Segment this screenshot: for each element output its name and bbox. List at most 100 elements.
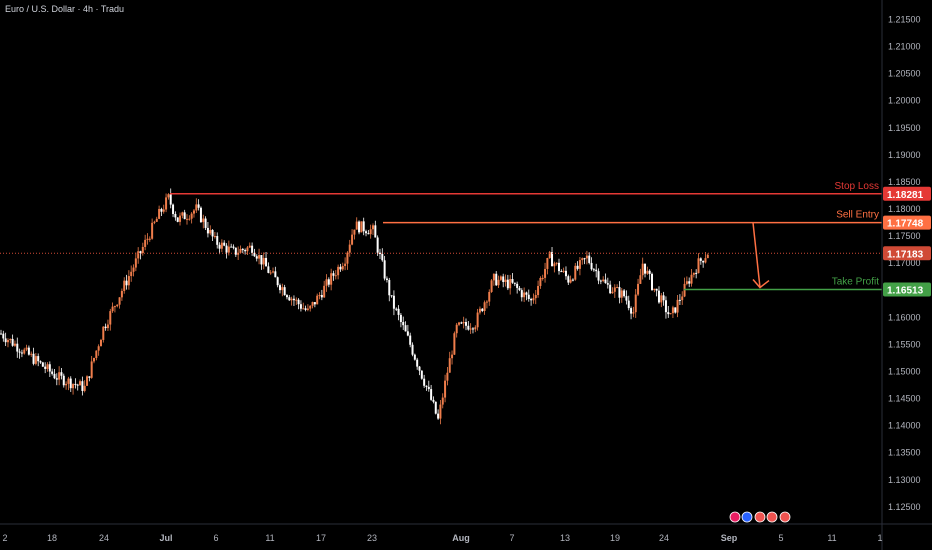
price-tick-label: 1.17000	[888, 258, 921, 268]
candle-body	[16, 343, 19, 352]
candle-body	[534, 295, 537, 299]
candle-body	[276, 277, 279, 286]
time-tick-label: 2	[2, 533, 7, 543]
candle-body	[320, 295, 323, 298]
candle-body	[179, 215, 182, 222]
candle-body	[218, 244, 221, 249]
candle-body	[430, 389, 433, 400]
us-flag-icon[interactable]	[754, 511, 766, 523]
candle-body	[285, 295, 288, 298]
price-tick-label: 1.15000	[888, 366, 921, 376]
candle-body	[102, 326, 105, 340]
candle-body	[655, 288, 658, 291]
candle-body	[388, 279, 391, 296]
candle-body	[383, 260, 386, 279]
candle-body	[272, 271, 275, 273]
candle-body	[76, 384, 79, 386]
candle-body	[681, 296, 684, 301]
candle-body	[348, 244, 351, 253]
candle-body	[169, 194, 172, 205]
time-axis[interactable]: 2 18 24 Jul 6 11 17 23 Aug 7 13 19 24 Sep 5 11 1	[0, 523, 932, 543]
candle-body	[411, 344, 414, 355]
candle-body	[232, 246, 235, 248]
candle-body	[327, 279, 330, 285]
candle-body	[560, 271, 563, 273]
time-tick-label: Aug	[452, 533, 470, 543]
candle-body	[399, 314, 402, 323]
candle-body	[120, 290, 123, 298]
candle-body	[58, 372, 61, 380]
candle-body	[260, 255, 263, 265]
time-tick-label: 5	[778, 533, 783, 543]
candle-body	[516, 283, 519, 288]
candle-body	[690, 274, 693, 284]
candle-body	[458, 322, 461, 325]
price-axis[interactable]: 1.21500 1.21000 1.20500 1.20000 1.19500 1.190…	[881, 0, 921, 550]
time-tick-label: 13	[560, 533, 570, 543]
candle-body	[467, 325, 470, 330]
candle-body	[288, 297, 291, 301]
candle-body	[425, 385, 428, 387]
candle-body	[509, 279, 512, 289]
candle-body	[646, 270, 649, 274]
candle-body	[578, 260, 581, 269]
candle-body	[485, 301, 488, 303]
candle-body	[446, 372, 449, 381]
candle-body	[471, 328, 474, 330]
projection-arrow-head	[752, 279, 770, 289]
candle-body	[488, 291, 491, 302]
us-flag-icon[interactable]	[766, 511, 778, 523]
candle-body	[504, 279, 507, 283]
level-label-sell-entry: Sell Entry	[836, 210, 879, 221]
candle-body	[123, 280, 126, 291]
candle-body	[209, 229, 212, 234]
time-tick-label: 24	[99, 533, 109, 543]
us-flag-icon[interactable]	[779, 511, 791, 523]
candle-body	[192, 210, 195, 214]
candle-body	[20, 352, 23, 354]
candle-body	[392, 295, 395, 309]
candle-body	[483, 302, 486, 311]
candle-body	[330, 273, 333, 285]
candle-body	[132, 267, 135, 272]
candle-body	[606, 283, 609, 285]
price-tick-label: 1.13500	[888, 448, 921, 458]
candle-body	[237, 252, 240, 255]
price-tick-label: 1.15500	[888, 339, 921, 349]
lightning-icon[interactable]	[729, 511, 741, 523]
price-tick-label: 1.14500	[888, 394, 921, 404]
candle-body	[420, 370, 423, 379]
candle-body	[246, 247, 249, 252]
candle-body	[341, 266, 344, 270]
economic-event-icon[interactable]	[741, 511, 753, 523]
levels-layer: Stop Loss Sell Entry Take Profit	[0, 181, 882, 291]
candle-body	[130, 271, 133, 277]
candle-body	[513, 282, 516, 284]
candle-body	[74, 383, 77, 385]
candle-body	[95, 350, 98, 359]
candle-body	[406, 331, 409, 336]
candle-body	[195, 204, 198, 211]
candle-body	[571, 279, 574, 281]
price-tick-label: 1.12500	[888, 502, 921, 512]
candle-body	[664, 300, 667, 313]
candle-body	[313, 302, 316, 305]
candle-body	[323, 285, 326, 298]
candle-body	[46, 364, 49, 369]
price-tick-label: 1.20500	[888, 69, 921, 79]
candle-body	[660, 295, 663, 303]
candle-body	[395, 308, 398, 310]
candle-body	[137, 251, 140, 259]
candle-body	[2, 333, 5, 339]
candle-body	[555, 262, 558, 264]
projection-arrow-line	[752, 222, 761, 288]
candle-body	[474, 327, 477, 330]
candles-layer	[0, 188, 709, 425]
candle-body	[562, 270, 565, 272]
candle-body	[604, 279, 607, 284]
candle-body	[423, 378, 426, 386]
candle-body	[551, 252, 554, 267]
price-tick-label: 1.21000	[888, 42, 921, 52]
candle-body	[618, 287, 621, 298]
